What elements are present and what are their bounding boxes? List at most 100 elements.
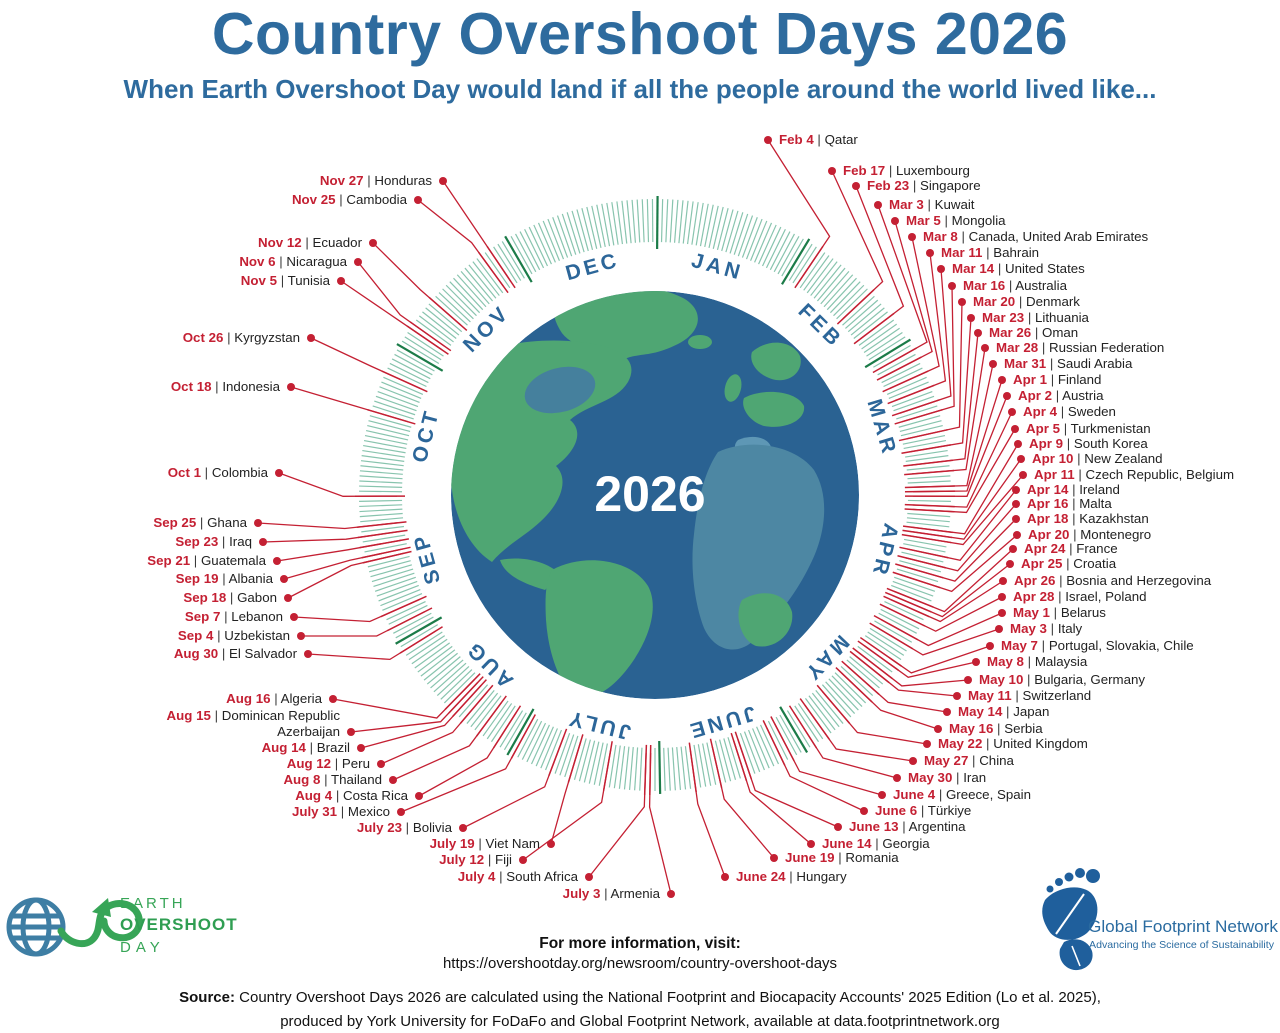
day-tick	[797, 703, 824, 740]
day-tick	[752, 728, 770, 769]
day-tick	[880, 608, 920, 630]
day-tick	[712, 206, 724, 249]
day-tick	[699, 203, 709, 247]
country-label: July 3 | Armenia	[563, 886, 661, 901]
gfn-tagline: Advancing the Science of Sustainability	[1089, 939, 1275, 951]
day-tick	[874, 620, 913, 643]
day-tick	[892, 580, 934, 597]
day-tick	[779, 714, 802, 753]
leader-line	[462, 736, 565, 829]
country-label: Apr 1 | Finland	[1013, 372, 1101, 387]
month-start-tick	[506, 708, 535, 756]
day-tick	[411, 638, 448, 665]
eod-text-overshoot: OVERSHOOT	[120, 915, 238, 934]
label-dot	[519, 856, 527, 864]
month-label: DEC	[563, 249, 622, 286]
day-tick	[682, 200, 689, 244]
day-tick	[676, 747, 682, 790]
day-tick	[449, 281, 481, 314]
day-tick	[792, 246, 817, 284]
month-label: JUNE	[684, 701, 758, 743]
day-tick	[719, 739, 732, 782]
day-tick	[540, 728, 558, 769]
day-tick	[828, 678, 859, 711]
earth-overshoot-day-logo: EARTH OVERSHOOT DAY	[6, 895, 238, 957]
day-tick	[367, 425, 410, 437]
country-label: Apr 14 | Ireland	[1027, 482, 1120, 497]
country-label: Nov 25 | Cambodia	[292, 192, 408, 207]
label-dot	[307, 334, 315, 342]
source-text-1: Country Overshoot Days 2026 are calculat…	[239, 989, 1101, 1006]
day-tick	[646, 199, 650, 243]
leader-line	[894, 252, 947, 402]
day-tick	[803, 255, 830, 291]
month-start-tick	[779, 706, 809, 753]
country-label: Sep 21 | Guatemala	[147, 553, 266, 568]
label-dot	[369, 239, 377, 247]
day-tick	[877, 353, 916, 376]
day-tick	[907, 512, 951, 518]
day-tick	[673, 199, 679, 243]
day-tick	[816, 267, 846, 302]
leader-line	[332, 678, 475, 719]
day-tick	[417, 645, 453, 673]
country-label: Oct 1 | Colombia	[168, 465, 269, 480]
day-tick	[608, 744, 617, 788]
day-tick	[378, 584, 419, 602]
leader-line	[912, 411, 1013, 508]
country-label: Feb 23 | Singapore	[867, 178, 981, 193]
day-tick	[834, 672, 867, 704]
label-dot	[934, 725, 942, 733]
day-tick	[806, 258, 834, 294]
leader-line	[905, 503, 1017, 572]
country-label: Apr 4 | Sweden	[1023, 404, 1116, 419]
leader-line	[906, 301, 963, 440]
country-label: Sep 4 | Uzbekistan	[178, 628, 290, 643]
day-tick	[547, 218, 565, 260]
day-tick	[706, 742, 717, 785]
day-tick	[573, 738, 587, 781]
label-dot	[926, 249, 934, 257]
day-tick	[433, 662, 467, 693]
day-tick	[623, 746, 630, 790]
country-label: Mar 23 | Lithuania	[982, 310, 1090, 325]
leader-line	[886, 596, 1003, 632]
gfn-name: Global Footprint Network	[1088, 917, 1278, 936]
leader-line	[847, 666, 948, 713]
month-label: APR	[867, 521, 902, 580]
leader-line	[307, 630, 437, 661]
day-tick	[628, 747, 634, 790]
day-tick	[428, 303, 463, 333]
day-tick	[374, 400, 416, 416]
label-dot	[998, 609, 1006, 617]
country-label: July 31 | Mexico	[292, 804, 390, 819]
label-dot	[1006, 560, 1014, 568]
day-tick	[501, 241, 525, 279]
leader-line	[357, 261, 445, 347]
day-tick	[729, 212, 744, 254]
day-tick	[833, 284, 865, 317]
center-year: 2026	[594, 466, 705, 522]
day-tick	[888, 381, 929, 399]
label-dot	[964, 676, 972, 684]
day-tick	[474, 695, 502, 731]
day-tick	[708, 205, 719, 248]
leader-line	[883, 220, 933, 377]
label-dot	[834, 823, 842, 831]
eod-text-day: DAY	[120, 939, 165, 956]
day-tick	[554, 732, 571, 774]
day-tick	[519, 231, 541, 271]
day-tick	[458, 684, 489, 718]
country-label: Apr 20 | Montenegro	[1028, 527, 1151, 542]
day-tick	[503, 712, 527, 751]
day-tick	[697, 744, 707, 787]
leader-line	[278, 472, 398, 497]
leader-line	[912, 379, 1003, 493]
day-tick	[361, 455, 405, 462]
day-tick	[380, 588, 421, 607]
day-tick	[368, 560, 411, 573]
source-line-2: produced by York University for FoDaFo a…	[280, 1013, 1000, 1030]
label-dot	[585, 873, 593, 881]
eod-globe-icon	[6, 897, 66, 957]
